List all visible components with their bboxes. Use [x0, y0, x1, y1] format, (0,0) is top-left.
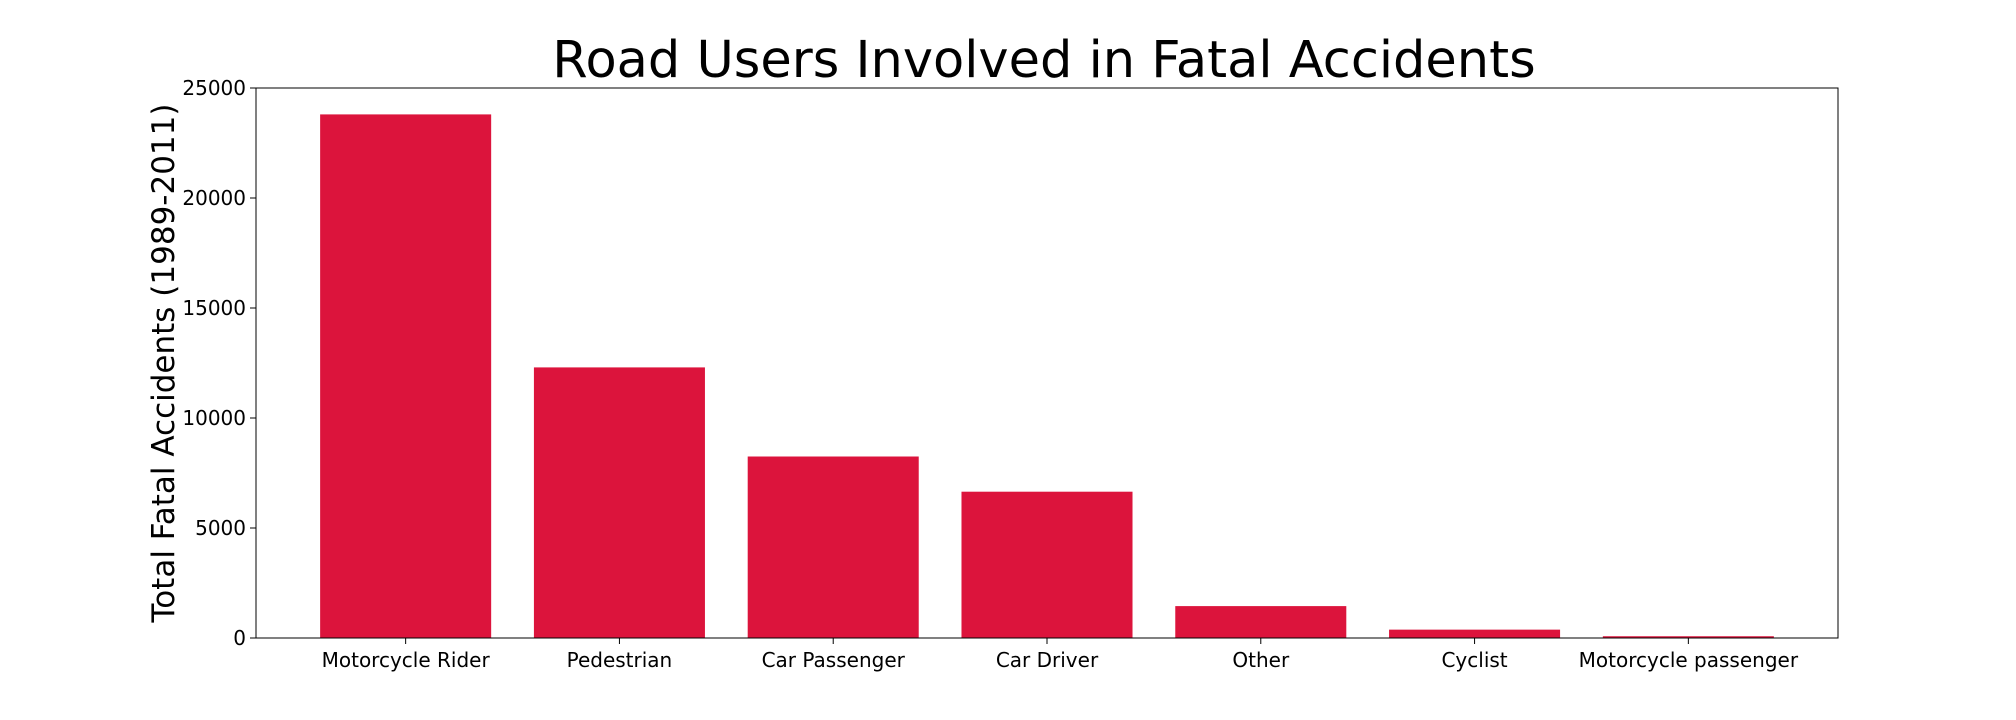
- y-axis-label: Total Fatal Accidents (1989-2011): [146, 104, 182, 624]
- x-tick-label: Car Passenger: [762, 648, 906, 672]
- bar-motorcycle-rider: [320, 114, 492, 638]
- y-tick-label: 0: [233, 626, 246, 650]
- y-tick-label: 5000: [195, 516, 246, 540]
- y-tick-label: 20000: [182, 186, 246, 210]
- plot-frame: [255, 87, 1839, 639]
- y-tick-label: 25000: [182, 76, 246, 100]
- bar-other: [1175, 606, 1347, 638]
- bar-car-driver: [961, 491, 1133, 638]
- x-tick-label: Pedestrian: [567, 648, 673, 672]
- y-tick-label: 15000: [182, 296, 246, 320]
- y-tick-label: 10000: [182, 406, 246, 430]
- bar-cyclist: [1389, 629, 1561, 638]
- x-tick-label: Motorcycle Rider: [322, 648, 491, 672]
- x-tick-label: Other: [1232, 648, 1290, 672]
- x-tick-label: Cyclist: [1441, 648, 1507, 672]
- bar-car-passenger: [747, 456, 919, 638]
- bar-pedestrian: [533, 367, 705, 638]
- bars-group: [320, 114, 1774, 638]
- x-tick-label: Car Driver: [996, 648, 1099, 672]
- ticks-group: Motorcycle Rider Pedestrian Car Passenger C…: [182, 76, 1798, 672]
- bar-motorcycle-passenger: [1602, 636, 1774, 638]
- chart-title: Road Users Involved in Fatal Accidents: [552, 31, 1535, 90]
- x-tick-label: Motorcycle passenger: [1579, 648, 1799, 672]
